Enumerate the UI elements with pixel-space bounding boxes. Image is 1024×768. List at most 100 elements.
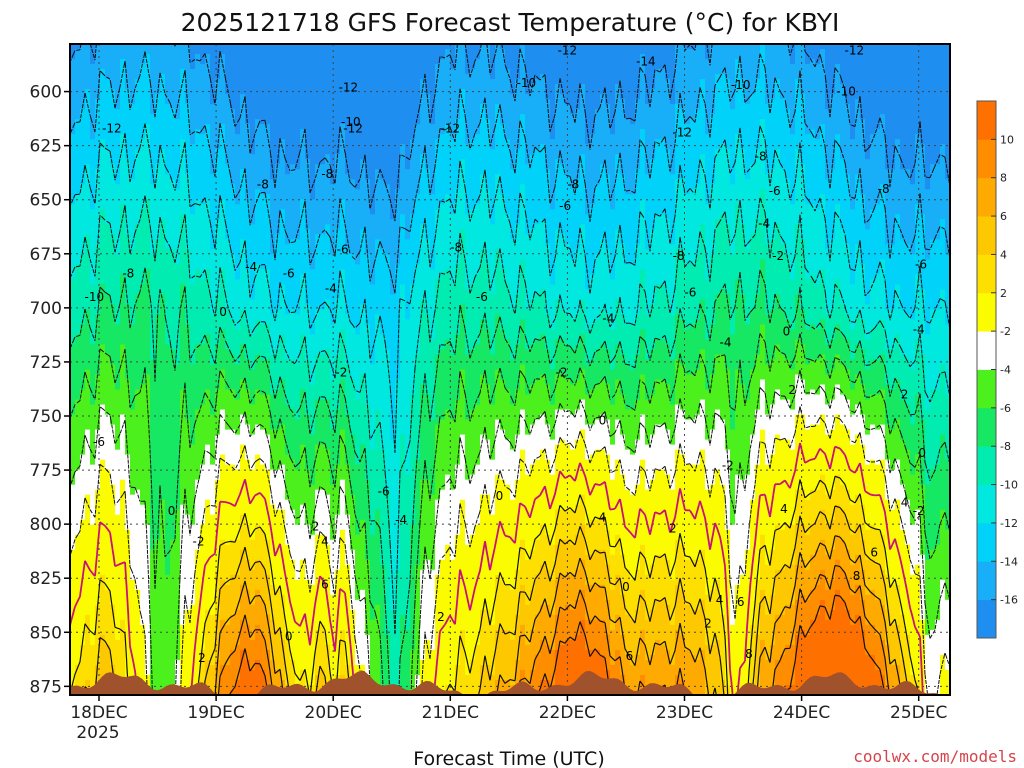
temperature-cell	[195, 134, 211, 140]
temperature-cell	[350, 364, 391, 371]
temperature-cell	[555, 269, 586, 275]
temperature-cell	[780, 239, 796, 245]
temperature-cell	[475, 134, 491, 140]
temperature-cell	[665, 339, 676, 346]
temperature-cell	[555, 444, 571, 451]
temperature-cell	[70, 114, 81, 120]
temperature-cell	[645, 199, 676, 205]
temperature-cell	[670, 229, 676, 235]
temperature-cell	[125, 429, 151, 436]
temperature-cell	[675, 334, 706, 341]
temperature-cell	[670, 474, 676, 481]
temperature-cell	[625, 99, 636, 105]
temperature-cell	[85, 164, 91, 170]
temperature-cell	[420, 454, 436, 461]
temperature-cell	[705, 114, 711, 120]
temperature-cell	[180, 164, 186, 170]
temperature-cell	[480, 194, 491, 200]
temperature-cell	[735, 219, 741, 225]
temperature-cell	[940, 154, 946, 160]
temperature-cell	[470, 474, 496, 481]
temperature-cell	[115, 104, 121, 110]
temperature-cell	[745, 319, 751, 326]
temperature-cell	[545, 234, 556, 240]
temperature-cell	[430, 414, 436, 421]
temperature-cell	[305, 349, 326, 356]
temperature-cell	[665, 289, 676, 295]
temperature-cell	[825, 49, 950, 55]
temperature-cell	[305, 454, 316, 461]
temperature-cell	[480, 109, 486, 115]
temperature-cell	[185, 229, 211, 235]
temperature-cell	[315, 329, 341, 336]
temperature-cell	[405, 224, 411, 230]
temperature-cell	[195, 419, 221, 426]
temperature-cell	[455, 404, 466, 411]
temperature-cell	[795, 174, 806, 180]
temperature-cell	[315, 409, 331, 416]
temperature-cell	[495, 434, 506, 441]
temperature-cell	[615, 264, 676, 270]
temperature-cell	[885, 194, 950, 200]
temperature-cell	[80, 184, 91, 190]
temperature-cell	[505, 129, 521, 135]
temperature-cell	[270, 129, 301, 135]
temperature-cell	[515, 399, 551, 406]
temperature-cell	[490, 269, 496, 275]
temperature-cell	[765, 69, 826, 75]
temperature-cell	[585, 169, 601, 175]
temperature-cell	[315, 184, 356, 190]
temperature-cell	[730, 324, 736, 331]
temperature-cell	[360, 304, 366, 311]
temperature-cell	[150, 429, 181, 436]
temperature-cell	[880, 194, 886, 200]
temperature-cell	[805, 314, 851, 321]
temperature-cell	[225, 224, 271, 230]
temperature-cell	[795, 319, 806, 326]
temperature-cell	[545, 454, 556, 461]
temperature-cell	[555, 159, 561, 165]
temperature-cell	[725, 439, 751, 446]
temperature-cell	[925, 304, 941, 311]
temperature-cell	[345, 204, 371, 210]
temperature-cell	[115, 369, 121, 376]
temperature-cell	[245, 99, 421, 105]
temperature-cell	[555, 364, 611, 371]
temperature-cell	[505, 269, 521, 275]
temperature-cell	[760, 449, 766, 456]
temperature-cell	[700, 349, 706, 356]
temperature-cell	[765, 124, 791, 130]
temperature-cell	[125, 209, 141, 215]
temperature-cell	[625, 399, 636, 406]
temperature-cell	[70, 399, 76, 406]
temperature-cell	[740, 64, 761, 70]
temperature-cell	[920, 469, 926, 476]
temperature-cell	[535, 459, 551, 466]
temperature-cell	[705, 424, 716, 431]
temperature-cell	[690, 324, 706, 331]
temperature-cell	[180, 89, 186, 95]
temperature-cell	[345, 214, 391, 220]
temperature-cell	[275, 349, 286, 356]
temperature-cell	[510, 349, 516, 356]
temperature-cell	[330, 364, 336, 371]
temperature-cell	[165, 329, 181, 336]
temperature-cell	[920, 284, 950, 290]
temperature-cell	[475, 64, 491, 70]
temperature-cell	[375, 179, 386, 185]
temperature-cell	[695, 109, 706, 115]
temperature-cell	[315, 259, 356, 265]
temperature-cell	[130, 464, 151, 471]
temperature-cell	[695, 184, 706, 190]
temperature-cell	[925, 379, 941, 386]
temperature-cell	[195, 344, 211, 351]
temperature-cell	[180, 394, 186, 401]
temperature-cell	[100, 164, 116, 170]
temperature-cell	[90, 439, 96, 446]
temperature-cell	[300, 149, 306, 155]
temperature-cell	[160, 74, 166, 80]
temperature-cell	[555, 454, 586, 461]
temperature-cell	[150, 314, 156, 321]
temperature-cell	[940, 149, 946, 155]
temperature-cell	[760, 214, 766, 220]
